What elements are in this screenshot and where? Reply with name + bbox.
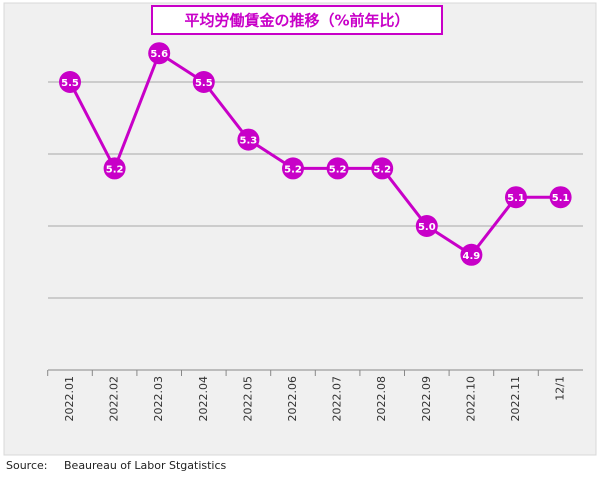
data-label: 5.6	[150, 49, 168, 60]
data-label: 5.5	[61, 78, 79, 89]
x-tick-label: 2022.07	[331, 376, 344, 422]
source-label: Source:	[6, 459, 48, 472]
marker	[192, 71, 215, 93]
data-label: 5.2	[284, 164, 302, 175]
marker	[415, 215, 438, 237]
x-tick-label: 2022.04	[197, 376, 210, 422]
x-tick-label: 12/1	[554, 376, 567, 401]
data-label: 4.9	[463, 251, 481, 262]
data-label: 5.2	[373, 164, 391, 175]
data-label: 5.5	[195, 78, 213, 89]
data-label: 5.2	[106, 164, 124, 175]
data-label: 5.3	[240, 136, 258, 147]
marker	[148, 42, 171, 65]
data-label: 5.2	[329, 164, 347, 175]
marker	[549, 186, 572, 209]
title-box	[151, 5, 443, 35]
marker	[505, 186, 527, 209]
marker	[371, 157, 394, 180]
x-tick-label: 2022.08	[375, 376, 388, 422]
chart-title: 平均労働賃金の推移（%前年比）	[184, 12, 409, 30]
data-label: 5.0	[418, 222, 436, 233]
chart-background	[3, 2, 597, 456]
source: Beaureau of Labor Stgatistics	[64, 459, 227, 472]
data-label: 5.1	[507, 193, 525, 204]
marker	[282, 157, 304, 180]
marker	[59, 71, 81, 93]
marker	[103, 157, 126, 180]
line	[68, 50, 561, 257]
x-tick-label: 2022.09	[420, 376, 433, 422]
x-tick-label: 2022.03	[152, 376, 165, 422]
x-tick-label: 2022.10	[464, 376, 477, 422]
x-tick-label: 2022.11	[509, 376, 522, 422]
marker	[460, 243, 483, 266]
marker	[326, 157, 349, 180]
x-tick-label: 2022.02	[108, 376, 121, 422]
x-tick-label: 2022.05	[241, 376, 254, 422]
marker	[237, 128, 260, 151]
x-tick-label: 2022.01	[63, 376, 76, 422]
x-tick-label: 2022.06	[286, 376, 299, 422]
data-label: 5.1	[552, 193, 570, 204]
